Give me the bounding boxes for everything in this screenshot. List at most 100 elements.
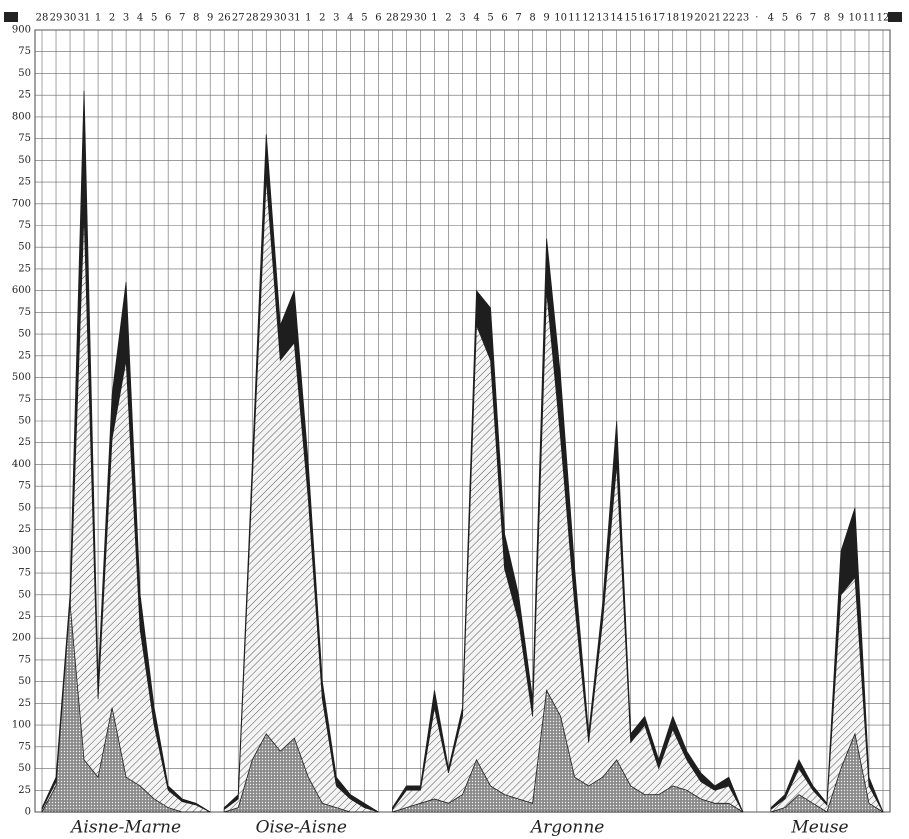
y-tick-label: 25 — [18, 177, 31, 188]
x-tick-label: 11 — [863, 13, 876, 24]
hatched-area — [223, 177, 379, 813]
y-tick-label: 75 — [18, 220, 31, 231]
y-tick-label: 300 — [12, 546, 31, 557]
y-tick-label: 600 — [12, 285, 31, 296]
x-tick-label: 2 — [445, 13, 451, 24]
x-tick-label: 4 — [347, 13, 353, 24]
y-tick-label: 75 — [18, 394, 31, 405]
x-tick-label: 14 — [610, 13, 623, 24]
x-tick-label: 20 — [694, 13, 707, 24]
x-tick-label: 2 — [319, 13, 325, 24]
x-tick-label: 5 — [151, 13, 157, 24]
x-tick-label: 13 — [596, 13, 609, 24]
y-tick-label: 75 — [18, 654, 31, 665]
x-tick-label: 7 — [515, 13, 521, 24]
y-tick-label: 50 — [18, 416, 31, 427]
x-tick-label: 3 — [333, 13, 339, 24]
y-tick-label: 800 — [12, 111, 31, 122]
x-tick-label: 3 — [459, 13, 465, 24]
y-tick-label: 25 — [18, 785, 31, 796]
x-tick-label: 3 — [123, 13, 129, 24]
y-tick-label: 50 — [18, 589, 31, 600]
x-tick-label: 4 — [473, 13, 479, 24]
y-tick-label: 200 — [12, 633, 31, 644]
y-tick-label: 75 — [18, 46, 31, 57]
y-tick-label: 100 — [12, 720, 31, 731]
y-tick-label: 500 — [12, 372, 31, 383]
x-tick-label: 12 — [877, 13, 890, 24]
x-tick-label: 18 — [666, 13, 679, 24]
x-tick-label: 27 — [232, 13, 245, 24]
x-tick-label: 7 — [179, 13, 185, 24]
x-tick-label: 28 — [246, 13, 259, 24]
x-tick-label: 15 — [624, 13, 637, 24]
x-tick-label: 6 — [165, 13, 171, 24]
x-tick-label: 8 — [193, 13, 199, 24]
dotted-area — [770, 732, 885, 813]
y-tick-label: 50 — [18, 155, 31, 166]
x-tick-label: 30 — [274, 13, 287, 24]
y-tick-label: 25 — [18, 350, 31, 361]
x-tick-label: 23 — [736, 13, 749, 24]
y-tick-label: 75 — [18, 568, 31, 579]
y-tick-label: 400 — [12, 459, 31, 470]
x-tick-label: 8 — [529, 13, 535, 24]
x-tick-label: 2 — [109, 13, 115, 24]
x-tick-label: 16 — [638, 13, 651, 24]
x-tick-label: 21 — [708, 13, 721, 24]
y-tick-label: 25 — [18, 263, 31, 274]
x-tick-label: 5 — [361, 13, 367, 24]
corner-mark — [888, 12, 902, 22]
section-label: Oise-Aisne — [256, 818, 347, 838]
y-tick-label: 75 — [18, 481, 31, 492]
y-tick-label: 25 — [18, 611, 31, 622]
x-tick-label: 19 — [680, 13, 693, 24]
x-tick-label: 10 — [554, 13, 567, 24]
x-tick-label: 4 — [137, 13, 143, 24]
x-tick-label: 29 — [260, 13, 273, 24]
x-tick-label: 7 — [810, 13, 816, 24]
y-tick-label: 25 — [18, 437, 31, 448]
x-tick-label: 5 — [487, 13, 493, 24]
y-tick-label: 0 — [25, 807, 31, 818]
y-tick-label: 50 — [18, 676, 31, 687]
x-tick-label: 9 — [838, 13, 844, 24]
y-tick-label: 50 — [18, 763, 31, 774]
y-tick-label: 50 — [18, 502, 31, 513]
dotted-area — [224, 733, 379, 813]
section-label: Aisne-Marne — [69, 818, 181, 838]
x-tick-label: 28 — [386, 13, 399, 24]
x-tick-label: 10 — [849, 13, 862, 24]
x-tick-label: 6 — [501, 13, 507, 24]
section-label: Meuse — [790, 818, 848, 838]
corner-mark — [4, 12, 18, 22]
x-tick-label: 30 — [414, 13, 427, 24]
dotted-area — [392, 689, 745, 813]
y-tick-label: 25 — [18, 698, 31, 709]
y-tick-label: 25 — [18, 524, 31, 535]
x-tick-label: 22 — [722, 13, 735, 24]
hatched-area — [392, 290, 744, 813]
x-tick-label: 28 — [36, 13, 49, 24]
y-tick-label: 75 — [18, 307, 31, 318]
y-tick-label: 900 — [12, 25, 31, 36]
x-tick-label: 30 — [64, 13, 77, 24]
x-tick-label: · — [755, 13, 758, 24]
x-tick-label: 29 — [400, 13, 413, 24]
x-tick-label: 6 — [375, 13, 381, 24]
x-tick-label: 6 — [796, 13, 802, 24]
y-tick-label: 50 — [18, 329, 31, 340]
x-tick-label: 9 — [543, 13, 549, 24]
x-tick-label: 1 — [431, 13, 437, 24]
x-tick-label: 4 — [768, 13, 774, 24]
y-tick-label: 50 — [18, 242, 31, 253]
x-tick-label: 5 — [782, 13, 788, 24]
x-tick-label: 11 — [568, 13, 581, 24]
x-tick-label: 26 — [218, 13, 231, 24]
x-tick-label: 1 — [95, 13, 101, 24]
x-tick-label: 1 — [305, 13, 311, 24]
x-tick-label: 12 — [582, 13, 595, 24]
y-tick-label: 75 — [18, 133, 31, 144]
dotted-area — [41, 603, 211, 813]
